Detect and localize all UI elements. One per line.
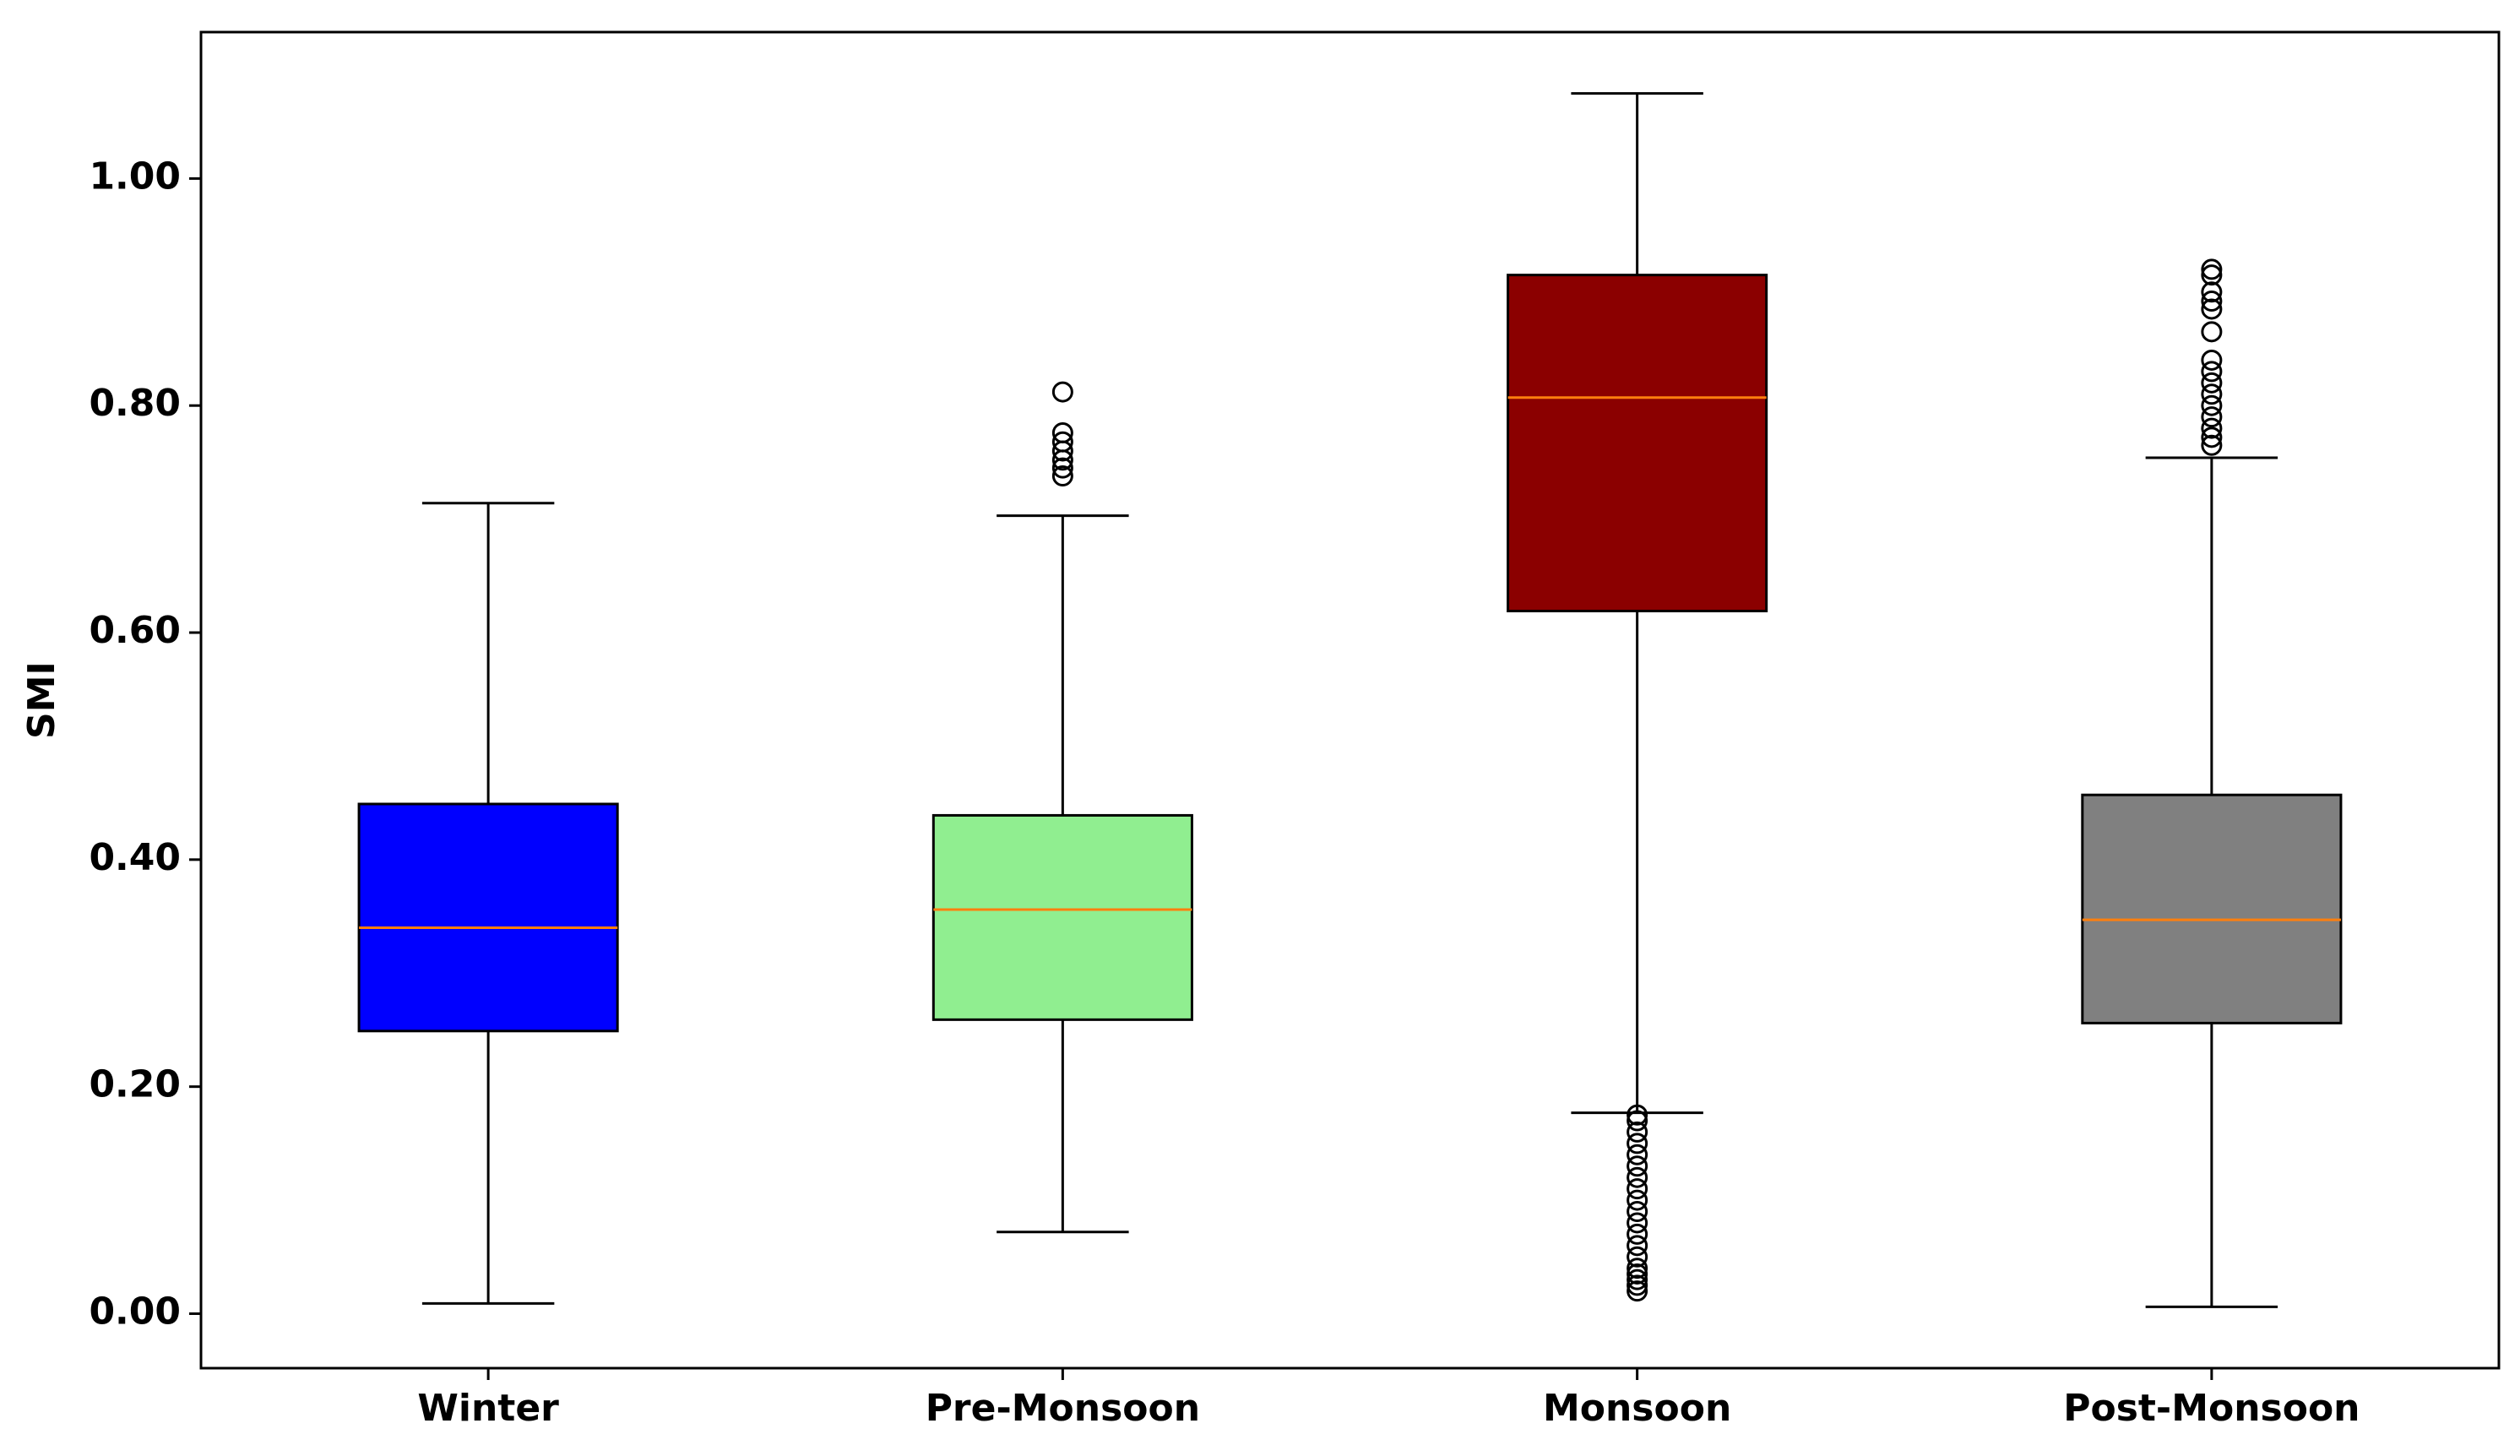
- outlier: [1627, 1274, 1648, 1296]
- outlier: [1627, 1133, 1648, 1154]
- outlier: [2201, 417, 2223, 439]
- outlier: [2201, 394, 2223, 416]
- outlier: [1627, 1269, 1648, 1290]
- outlier: [1627, 1104, 1648, 1126]
- outlier: [1627, 1246, 1648, 1268]
- outlier: [2201, 383, 2223, 405]
- y-tick-label: 0.80: [89, 382, 181, 425]
- outlier: [2201, 372, 2223, 394]
- outlier: [1051, 440, 1073, 462]
- y-tick-label: 0.00: [89, 1290, 181, 1333]
- outlier: [1627, 1280, 1648, 1302]
- outlier: [2201, 281, 2223, 303]
- outlier: [1627, 1178, 1648, 1200]
- outlier: [1627, 1235, 1648, 1257]
- y-tick-label: 0.60: [89, 609, 181, 652]
- outlier: [1051, 465, 1073, 487]
- outlier: [1627, 1212, 1648, 1234]
- box: [931, 813, 1193, 1021]
- y-tick-label: 0.40: [89, 836, 181, 879]
- x-tick-label: Pre-Monsoon: [926, 1387, 1200, 1430]
- outlier: [2201, 291, 2223, 312]
- outlier: [2201, 258, 2223, 280]
- outlier: [1627, 1121, 1648, 1143]
- outlier: [1051, 381, 1073, 403]
- outlier: [1627, 1110, 1648, 1132]
- outlier: [2201, 298, 2223, 320]
- outlier: [2201, 264, 2223, 286]
- box: [357, 802, 619, 1033]
- plot-frame: [199, 30, 2501, 1370]
- y-tick-label: 1.00: [89, 155, 181, 198]
- outlier: [1627, 1155, 1648, 1177]
- outlier: [2201, 434, 2223, 456]
- outlier: [1627, 1144, 1648, 1165]
- outlier: [2201, 321, 2223, 343]
- box: [1507, 274, 1768, 612]
- outlier: [2201, 349, 2223, 371]
- outlier: [1051, 449, 1073, 471]
- x-tick-label: Winter: [417, 1387, 559, 1430]
- outlier: [2201, 426, 2223, 448]
- outlier: [1627, 1263, 1648, 1285]
- box: [2081, 793, 2343, 1024]
- outlier: [2201, 406, 2223, 428]
- x-tick-label: Monsoon: [1543, 1387, 1731, 1430]
- outlier: [1627, 1223, 1648, 1245]
- y-tick-label: 0.20: [89, 1063, 181, 1106]
- outlier: [1627, 1201, 1648, 1223]
- outlier: [1051, 457, 1073, 479]
- outlier: [2201, 361, 2223, 383]
- outlier: [1627, 1189, 1648, 1211]
- x-tick-label: Post-Monsoon: [2063, 1387, 2360, 1430]
- y-axis-label: SMI: [20, 661, 63, 739]
- outlier: [1627, 1166, 1648, 1188]
- outlier: [1627, 1258, 1648, 1279]
